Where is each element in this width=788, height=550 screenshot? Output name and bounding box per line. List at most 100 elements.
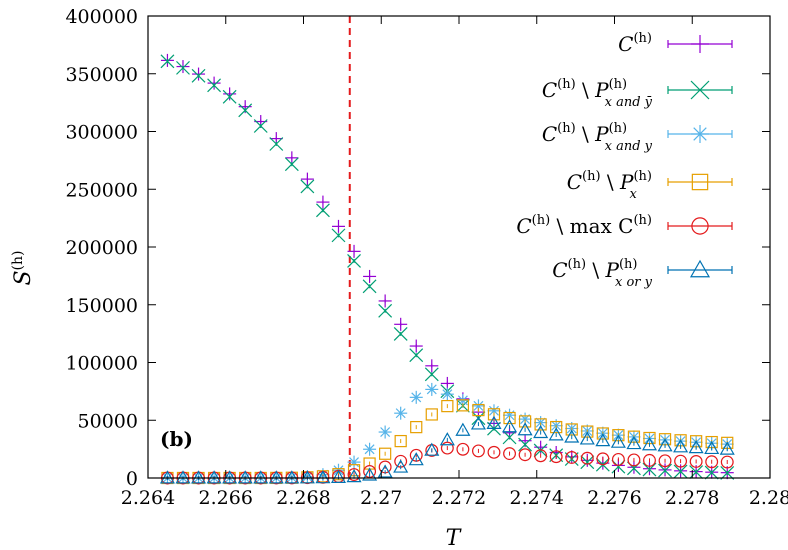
circle-marker [596, 452, 610, 466]
star-marker [394, 406, 408, 420]
x-tick-label: 2.27 [360, 487, 402, 509]
triangle-marker [377, 464, 393, 478]
triangle-marker [548, 427, 564, 441]
circle-marker [580, 451, 594, 465]
cross-marker [160, 54, 175, 69]
triangle-marker [641, 437, 658, 451]
y-tick-label: 200000 [65, 237, 138, 259]
cross-marker [424, 367, 439, 382]
x-tick-label: 2.266 [199, 487, 253, 509]
x-tick-label: 2.268 [276, 487, 330, 509]
y-tick-label: 150000 [65, 295, 138, 317]
triangle-marker [362, 467, 378, 481]
cross-marker [191, 68, 206, 83]
plus-marker [394, 317, 408, 331]
y-tick-label: 100000 [65, 353, 138, 375]
y-tick-label: 350000 [65, 64, 138, 86]
cross-marker [300, 179, 315, 194]
plus-marker [207, 76, 221, 90]
cross-marker [316, 203, 330, 218]
cross-marker [378, 303, 393, 318]
triangle-marker [408, 452, 424, 466]
legend-label: C(h) \ P(h) x or y [552, 257, 652, 290]
legend-entry: C(h) \ P(h) x or y [552, 257, 733, 290]
cross-marker [222, 89, 237, 104]
star-marker [425, 382, 439, 396]
y-tick-label: 300000 [65, 122, 138, 144]
x-tick-label: 2.276 [587, 487, 641, 509]
cross-marker [207, 78, 222, 93]
star-marker [440, 387, 454, 401]
legend-entry: C(h) [618, 31, 733, 56]
x-tick-label: 2.278 [665, 487, 719, 509]
legend-entry: C(h) \ P(h) x and ȳ [542, 77, 733, 110]
y-tick-label: 0 [126, 468, 138, 490]
y-tick-label: 250000 [65, 179, 138, 201]
triangle-marker [330, 469, 347, 483]
cross-marker [176, 60, 190, 75]
square-marker [379, 447, 392, 460]
triangle-marker [579, 431, 595, 445]
legend: C(h) C(h) \ P(h) x and ȳ C(h) \ P(h) x and y… [516, 31, 733, 290]
square-marker [534, 418, 547, 431]
circle-marker [705, 455, 719, 469]
triangle-marker [517, 422, 533, 436]
legend-entry: C(h) \ P(h) x [567, 169, 733, 202]
plus-marker [409, 339, 423, 353]
circle-marker [720, 455, 734, 469]
x-axis-label: T [446, 526, 463, 550]
triangle-marker [719, 441, 735, 455]
triangle-marker [237, 470, 253, 484]
plus-marker [425, 359, 439, 373]
circle-marker [627, 453, 641, 467]
circle-marker [549, 450, 563, 464]
triangle-marker [315, 470, 331, 484]
cross-marker [642, 462, 657, 477]
circle-marker [674, 454, 688, 468]
cross-marker [518, 437, 533, 452]
star-marker [487, 404, 501, 418]
cross-marker [269, 137, 284, 151]
legend-label: C(h) \ P(h) x and y [542, 121, 653, 154]
y-tick-label: 400000 [65, 6, 138, 28]
star-marker [691, 125, 709, 143]
triangle-marker [455, 422, 471, 436]
circle-marker [471, 444, 485, 458]
triangle-marker [159, 470, 175, 484]
triangle-marker [486, 415, 502, 429]
circle-marker [658, 454, 672, 468]
star-marker [378, 425, 392, 439]
cross-marker [284, 157, 299, 172]
square-marker [518, 415, 532, 428]
triangle-marker [191, 470, 207, 484]
legend-label: C(h) [618, 31, 652, 56]
cross-marker [362, 279, 377, 294]
cross-marker [331, 228, 346, 243]
triangle-marker [688, 440, 704, 454]
circle-marker [534, 449, 548, 463]
circle-marker [518, 448, 532, 462]
cross-marker [658, 463, 672, 478]
cross-marker [673, 464, 688, 479]
triangle-marker [626, 435, 642, 450]
triangle-marker [533, 424, 549, 439]
triangle-marker [470, 416, 486, 430]
triangle-marker [689, 259, 711, 278]
cross-marker [393, 326, 408, 341]
triangle-marker [393, 459, 409, 473]
triangle-marker [657, 438, 673, 452]
square-marker [503, 411, 516, 425]
star-marker [363, 442, 377, 456]
square-marker [456, 399, 470, 412]
triangle-marker [268, 470, 284, 484]
circle-marker [565, 451, 579, 464]
y-tick-label: 50000 [78, 410, 138, 432]
square-marker [550, 420, 563, 434]
circle-marker [456, 442, 470, 456]
legend-entry: C(h) \ P(h) x and y [542, 121, 733, 154]
square-marker [425, 408, 438, 421]
plus-marker [363, 269, 377, 283]
triangle-marker [564, 429, 580, 443]
x-axis-ticks: 2.264 2.266 2.268 2.27 2.272 2.274 2.276 2.278 2… [121, 16, 788, 509]
